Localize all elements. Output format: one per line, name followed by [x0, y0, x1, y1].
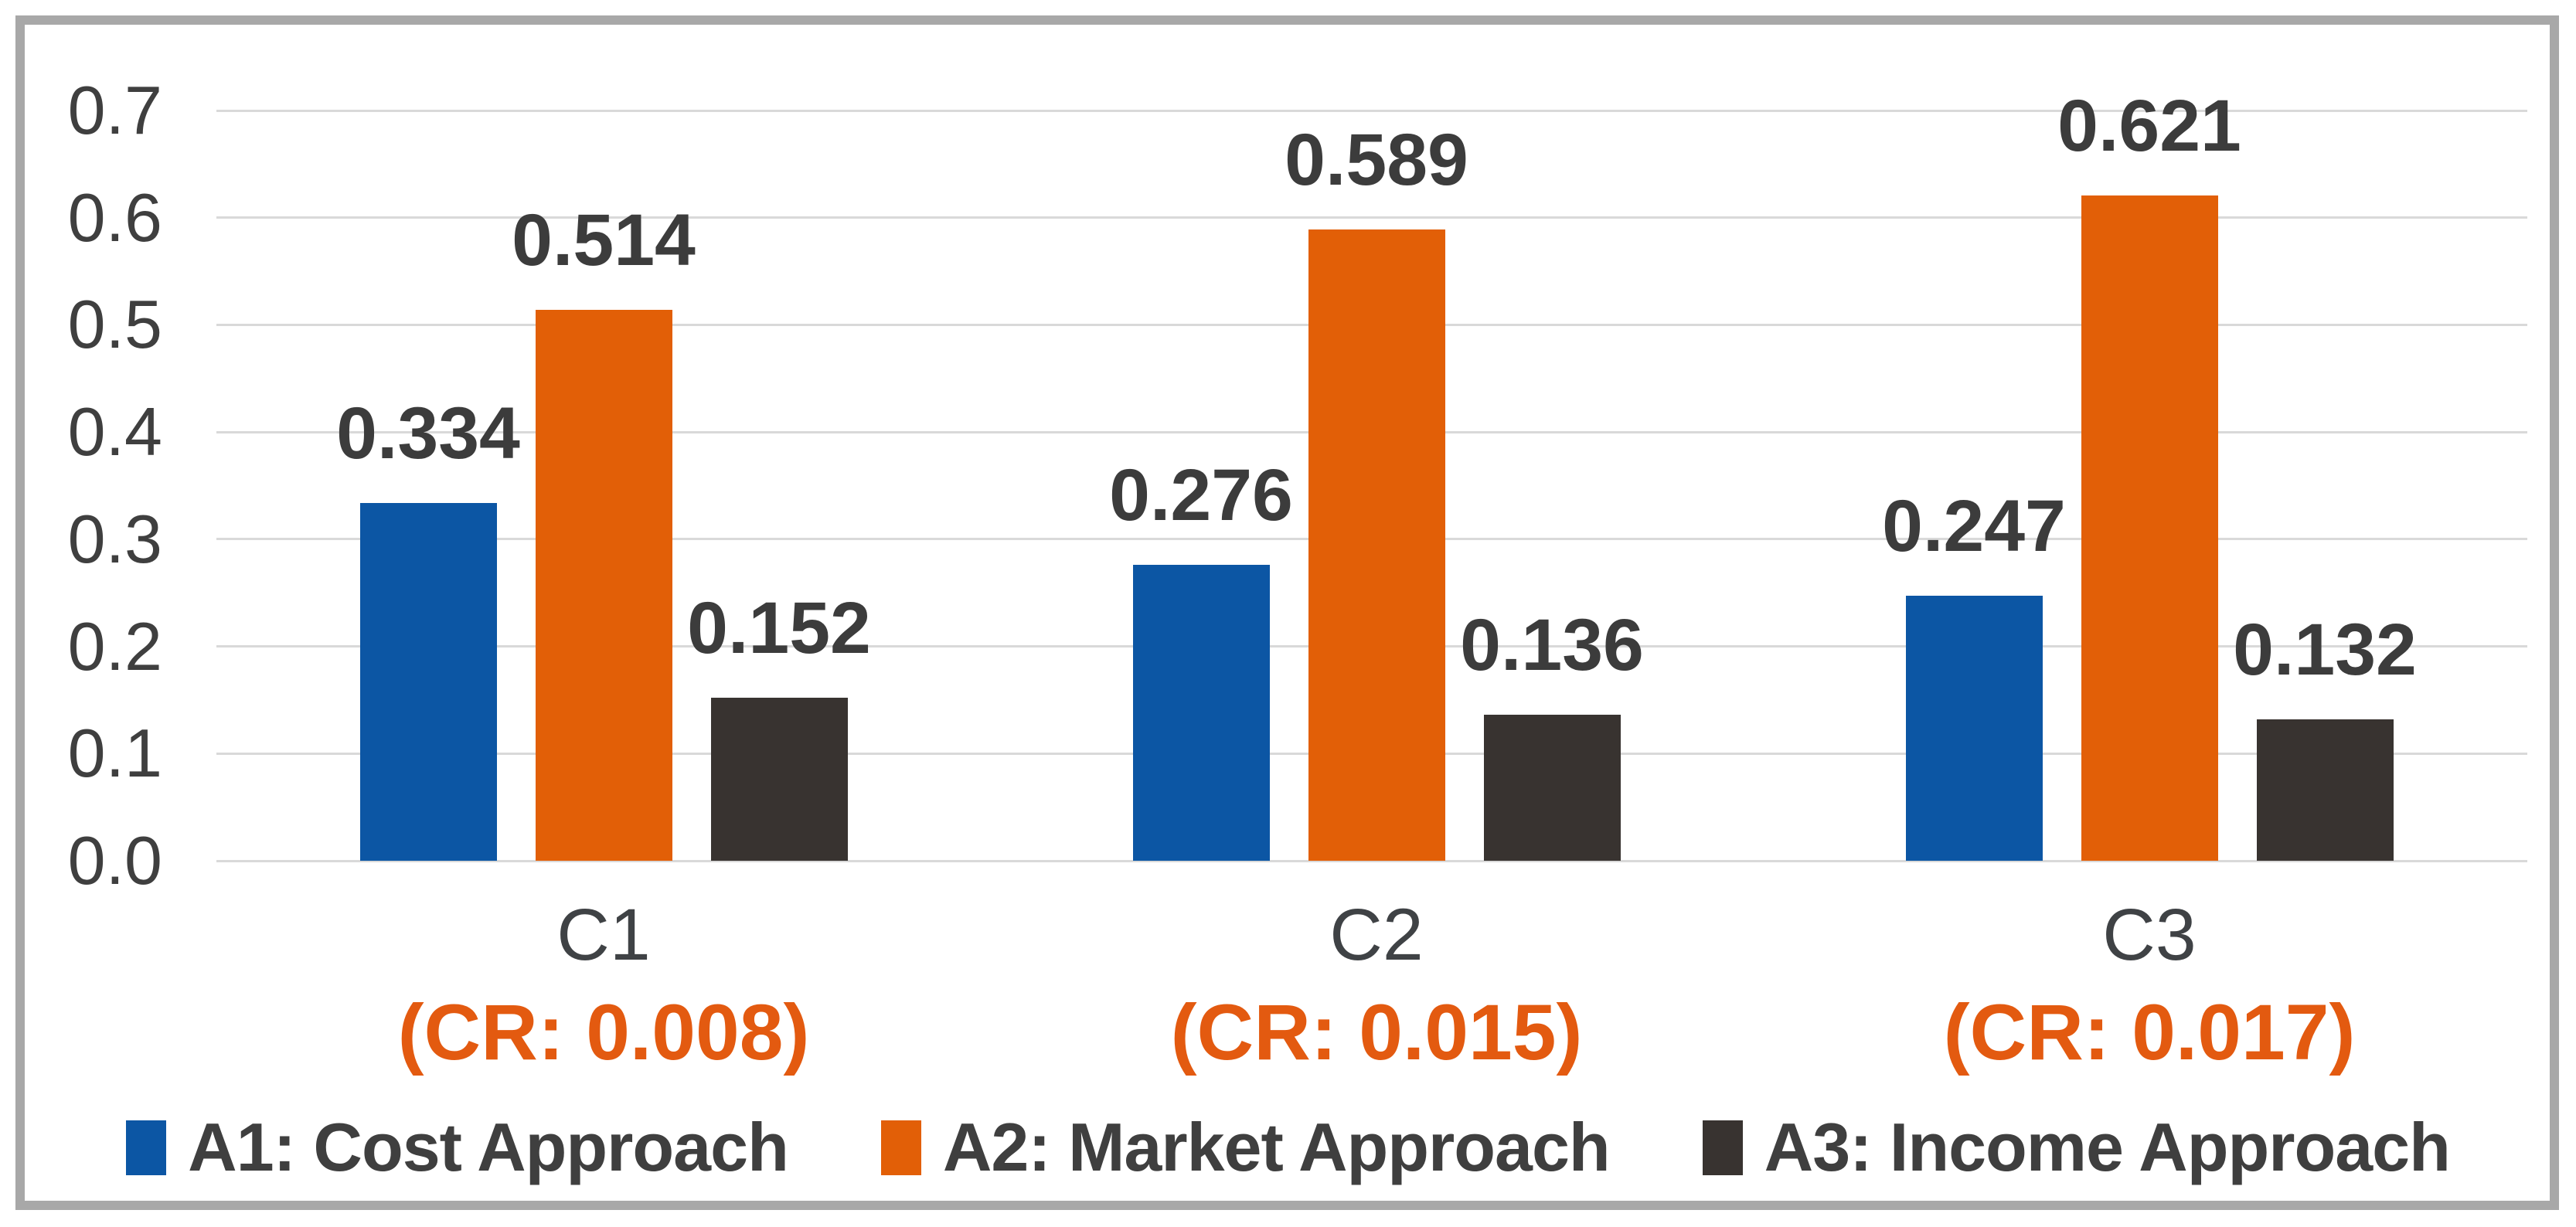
category-cr-label: (CR: 0.008) [397, 988, 810, 1076]
y-axis-tick-label: 0.3 [67, 500, 162, 577]
y-axis: 0.0 0.1 0.2 0.3 0.4 0.5 0.6 0.7 [23, 72, 162, 899]
category-label: C1 [556, 894, 651, 976]
legend-marker [1702, 1120, 1743, 1175]
legend-label: A3: Income Approach [1764, 1109, 2451, 1185]
legend-label: A1: Cost Approach [188, 1109, 789, 1185]
bar: 0.132 [2233, 613, 2417, 861]
legend-marker [880, 1120, 921, 1175]
legend-item: A1: Cost Approach [126, 1108, 789, 1187]
bar: 0.152 [687, 592, 871, 861]
bar: 0.247 [1882, 490, 2066, 861]
x-label-slot: C1 (CR: 0.008) [140, 889, 1067, 1083]
bar-value-label: 0.152 [687, 587, 871, 670]
x-label-slot: C3 (CR: 0.017) [1686, 889, 2576, 1083]
bar-value-label: 0.132 [2233, 608, 2417, 691]
y-axis-tick-label: 0.1 [67, 715, 162, 792]
y-axis-tick-label: 0.5 [67, 286, 162, 363]
legend-marker [126, 1120, 167, 1175]
x-axis-labels: C1 (CR: 0.008) C2 (CR: 0.015) C3 (CR: 0.017) [216, 889, 2527, 1120]
y-axis-tick-label: 0.6 [67, 178, 162, 256]
bar: 0.514 [512, 204, 696, 861]
bar: 0.276 [1109, 459, 1293, 861]
bar: 0.621 [2057, 89, 2241, 861]
legend-item: A2: Market Approach [880, 1108, 1611, 1187]
bar: 0.334 [336, 396, 520, 861]
legend-item: A3: Income Approach [1702, 1108, 2451, 1187]
plot-area: 0.334 0.514 0.152 0.276 0.589 0.136 0.247 0.621… [216, 89, 2527, 862]
bar-group: 0.247 0.621 0.132 [1882, 89, 2417, 861]
y-axis-tick-label: 0.0 [67, 822, 162, 899]
y-axis-tick-label: 0.7 [67, 72, 162, 148]
gridline [216, 109, 2527, 112]
bar-group: 0.334 0.514 0.152 [336, 204, 871, 861]
gridline [216, 216, 2527, 219]
bar-value-label: 0.334 [336, 392, 520, 474]
bar-value-label: 0.247 [1882, 485, 2066, 568]
gridline [216, 859, 2527, 862]
legend: A1: Cost Approach A2: Market Approach A3: … [46, 1086, 2530, 1209]
y-axis-tick-label: 0.2 [67, 607, 162, 685]
category-cr-label: (CR: 0.017) [1943, 988, 2356, 1076]
bar: 0.589 [1285, 124, 1468, 861]
y-axis-tick-label: 0.4 [67, 393, 162, 471]
x-label-slot: C2 (CR: 0.015) [913, 889, 1840, 1083]
bar-value-label: 0.621 [2057, 84, 2241, 167]
bar: 0.136 [1460, 609, 1644, 861]
bar-value-label: 0.276 [1109, 454, 1293, 537]
bar-value-label: 0.514 [512, 199, 696, 281]
bar-value-label: 0.136 [1460, 604, 1644, 687]
bar-value-label: 0.589 [1285, 119, 1468, 201]
category-cr-label: (CR: 0.015) [1170, 988, 1583, 1076]
category-label: C2 [1329, 894, 1424, 976]
bar-group: 0.276 0.589 0.136 [1109, 124, 1644, 861]
category-label: C3 [2102, 894, 2197, 976]
legend-label: A2: Market Approach [942, 1109, 1611, 1185]
